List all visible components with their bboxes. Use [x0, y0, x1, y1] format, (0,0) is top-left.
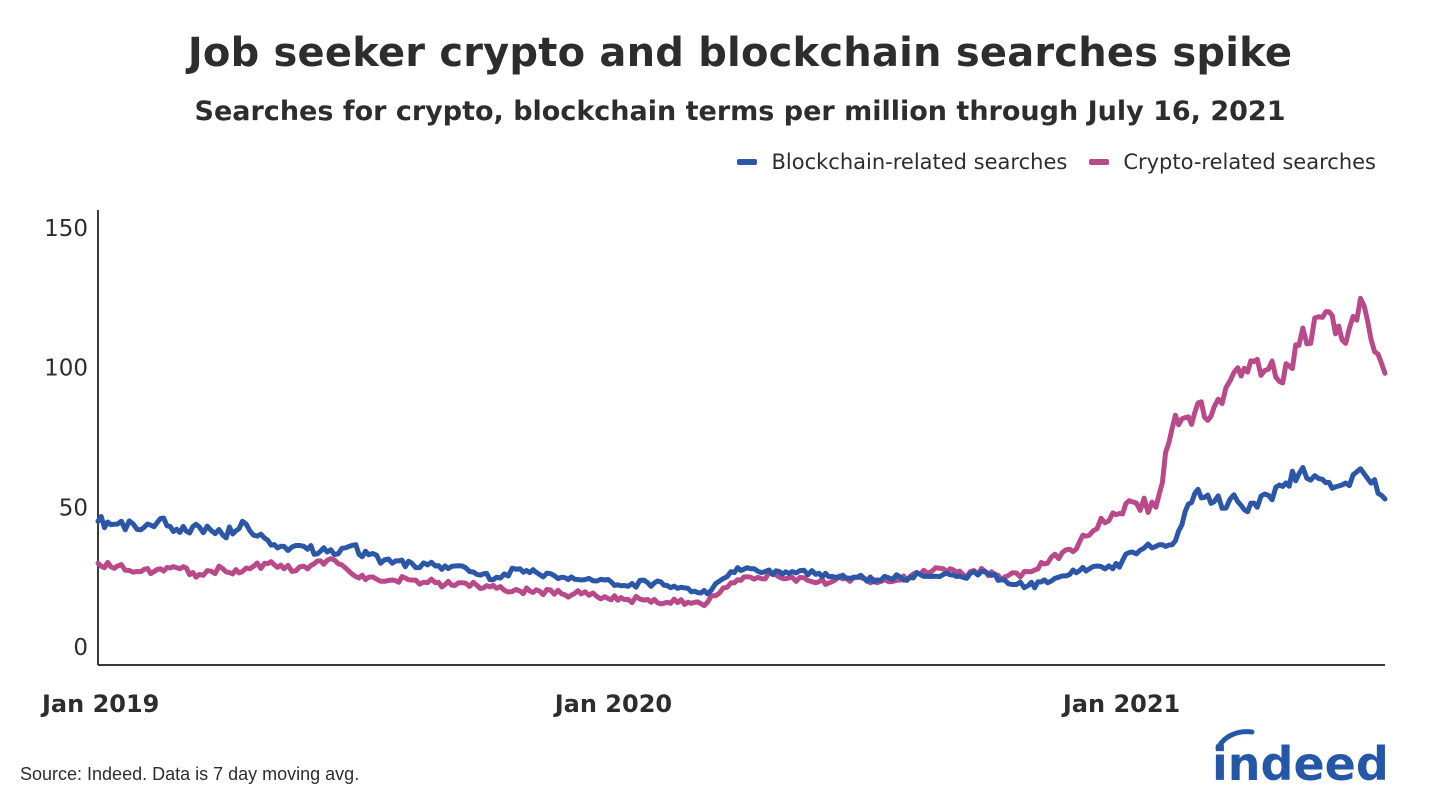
x-tick-label: Jan 2020	[553, 690, 672, 718]
legend-label-blockchain: Blockchain-related searches	[771, 150, 1068, 174]
y-tick-label: 100	[44, 356, 88, 382]
legend-swatch-crypto	[1089, 159, 1110, 165]
x-tick-label: Jan 2019	[40, 690, 159, 718]
series-layer	[95, 295, 1388, 609]
chart-title: Job seeker crypto and blockchain searche…	[187, 30, 1293, 76]
svg-text:indeed: indeed	[1212, 737, 1388, 788]
legend-label-crypto: Crypto-related searches	[1123, 150, 1376, 174]
x-tick-label: Jan 2021	[1061, 690, 1180, 718]
legend-item-blockchain: Blockchain-related searches	[737, 150, 1067, 174]
legend-item-crypto: Crypto-related searches	[1089, 150, 1376, 174]
indeed-logo: indeed	[1212, 728, 1389, 791]
series-line-blockchain	[95, 465, 1388, 597]
legend-swatch-blockchain	[737, 159, 758, 165]
axes: 0 50 100 150 Jan 2019 Jan 2020 Jan 2021	[40, 210, 1385, 718]
source-note: Source: Indeed. Data is 7 day moving avg…	[20, 764, 360, 784]
y-tick-label: 0	[73, 635, 88, 661]
chart-subtitle: Searches for crypto, blockchain terms pe…	[194, 96, 1286, 127]
y-tick-label: 150	[44, 216, 88, 242]
legend: Blockchain-related searches Crypto-relat…	[715, 150, 1376, 174]
series-line-crypto	[95, 295, 1388, 609]
y-tick-label: 50	[59, 495, 88, 521]
indeed-logo-icon: indeed	[1212, 729, 1389, 791]
